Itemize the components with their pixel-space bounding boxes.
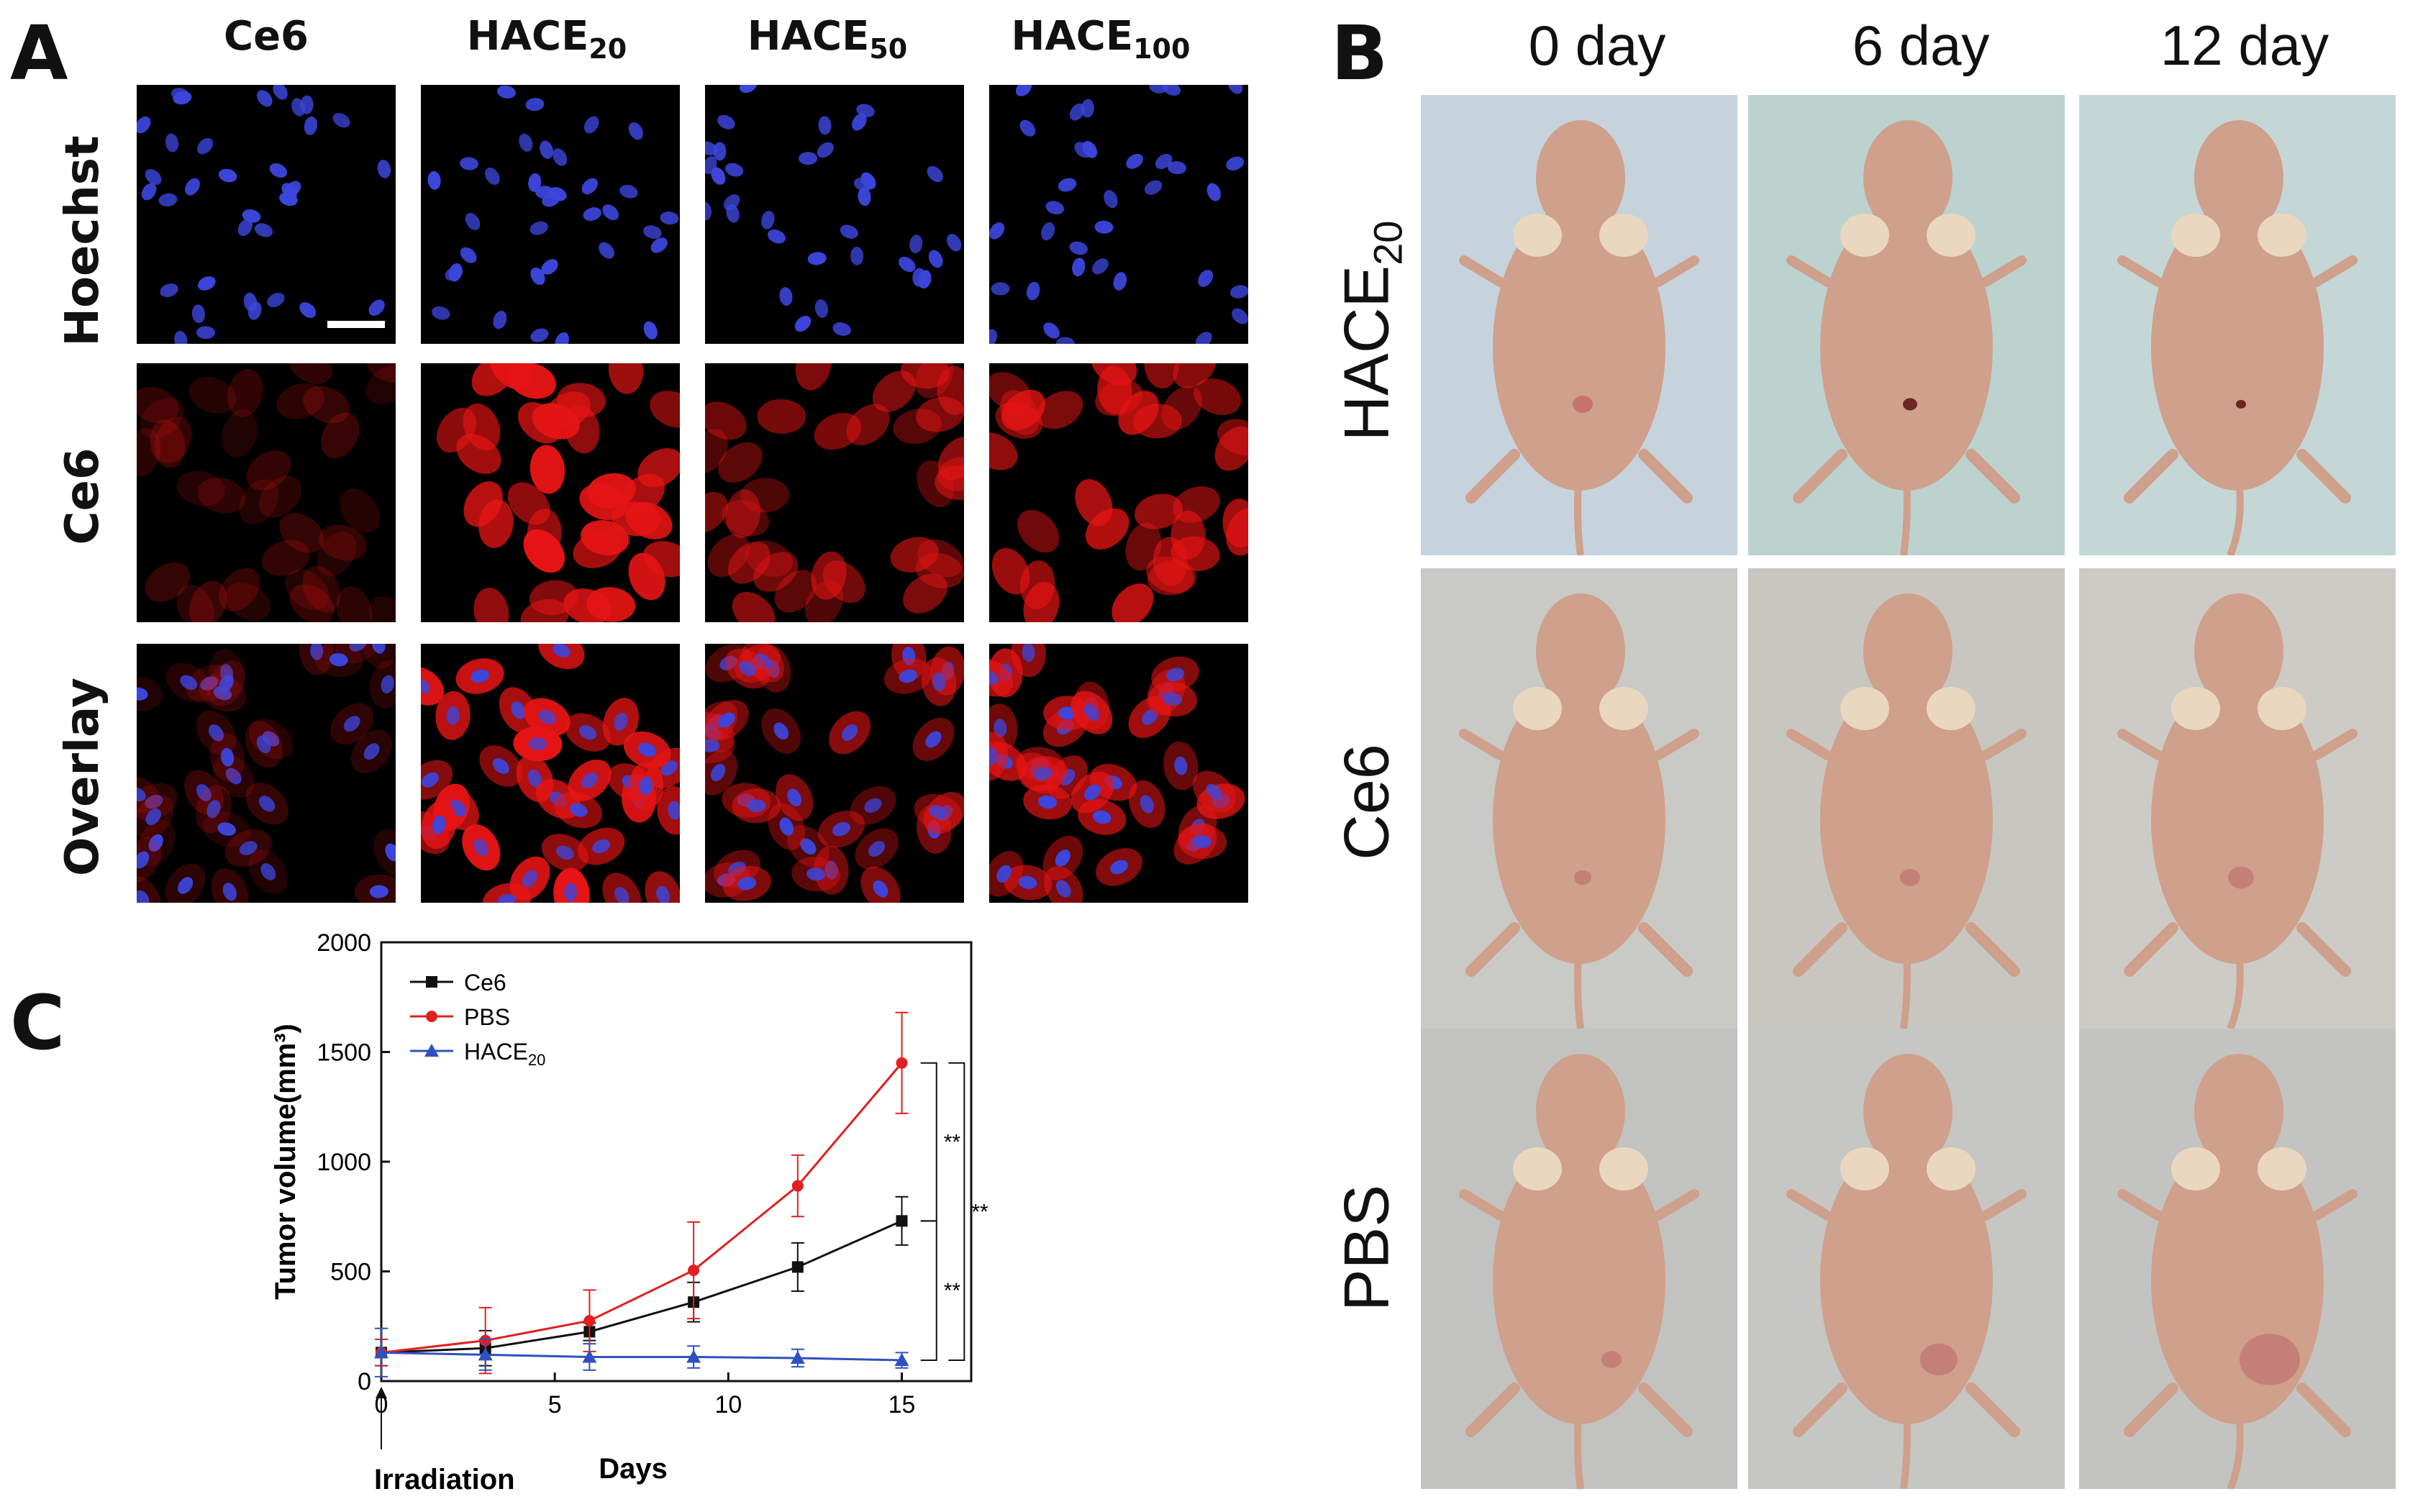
y-axis-label: Tumor volume(mm³) (270, 1024, 301, 1300)
micrograph-hoechst-hace50 (705, 85, 964, 344)
series-line (381, 1062, 903, 1354)
panel-a-column-hace50: HACE50 (747, 13, 908, 65)
mouse-photo-hace20-day0 (1421, 95, 1737, 555)
data-point (374, 1345, 388, 1359)
significance-bracket: ** (920, 1062, 961, 1222)
series-ce6 (375, 1196, 909, 1367)
micrograph-overlay-hace100 (989, 644, 1248, 903)
scale-bar (327, 321, 385, 328)
data-point (894, 1353, 909, 1367)
data-point (688, 1264, 700, 1276)
legend-marker (426, 1011, 437, 1022)
x-tick-label: 15 (888, 1391, 916, 1418)
micrograph-ce6-hace50 (705, 363, 964, 622)
micrograph-overlay-hace50 (705, 644, 964, 903)
legend-marker (426, 976, 437, 988)
y-tick-label: 0 (358, 1368, 371, 1395)
micrograph-ce6-hace20 (421, 363, 680, 622)
panel-label-a: A (10, 9, 68, 97)
micrograph-overlay-hace20 (421, 644, 680, 903)
panel-b-day-12: 12 day (2160, 14, 2329, 77)
x-axis-label: Days (599, 1453, 668, 1485)
significance-label: ** (944, 1279, 961, 1303)
panel-a-column-hace20: HACE20 (466, 13, 627, 65)
legend-marker (424, 1044, 439, 1057)
legend-label: PBS (464, 1004, 510, 1030)
panel-a-row-overlay: Overlay (56, 678, 109, 876)
panel-a-row-ce6: Ce6 (56, 447, 109, 545)
legend-label: HACE20 (464, 1039, 545, 1069)
y-tick-label: 1000 (317, 1149, 371, 1176)
mouse-photo-pbs-day12 (2079, 1029, 2396, 1489)
irradiation-arrow-head (376, 1387, 387, 1398)
significance-bracket: ** (948, 1062, 988, 1362)
data-point (791, 1180, 804, 1192)
data-point (583, 1315, 596, 1327)
panel-a-row-hoechst: Hoechst (56, 135, 109, 347)
panel-label-b: B (1331, 9, 1388, 97)
series-pbs (375, 1011, 909, 1375)
mouse-photo-pbs-day6 (1748, 1029, 2065, 1489)
legend-label: Ce6 (464, 970, 506, 996)
mouse-photo-ce6-day12 (2079, 568, 2396, 1029)
data-point (582, 1349, 597, 1363)
series-hace20 (374, 1327, 909, 1377)
micrograph-hoechst-hace20 (421, 85, 680, 344)
panel-b-day-0: 0 day (1528, 14, 1666, 77)
series-line (381, 1351, 902, 1362)
data-point (790, 1350, 805, 1364)
data-point (896, 1057, 908, 1069)
panel-b-day-6: 6 day (1852, 14, 1990, 77)
micrograph-overlay-ce6 (137, 644, 396, 903)
mouse-photo-hace20-day6 (1748, 95, 2065, 555)
mouse-photo-hace20-day12 (2079, 95, 2396, 555)
significance-label: ** (944, 1131, 961, 1155)
significance-label: ** (971, 1200, 988, 1224)
data-point (896, 1215, 908, 1227)
y-tick-label: 1500 (317, 1039, 371, 1067)
micrograph-ce6-hace100 (989, 363, 1248, 622)
panel-b-row-pbs: PBS (1330, 1184, 1402, 1312)
significance-bracket: ** (920, 1220, 961, 1362)
micrograph-hoechst-hace100 (989, 85, 1248, 344)
mouse-photo-ce6-day0 (1421, 568, 1737, 1029)
mouse-photo-pbs-day0 (1421, 1029, 1737, 1489)
mouse-photo-ce6-day6 (1748, 568, 2065, 1029)
panel-b-row-ce6: Ce6 (1330, 744, 1402, 860)
data-point (791, 1261, 804, 1273)
x-tick-label: 5 (548, 1391, 562, 1418)
data-point (686, 1349, 701, 1363)
x-tick-label: 10 (714, 1391, 742, 1418)
irradiation-label: Irradiation (374, 1464, 515, 1495)
micrograph-ce6-ce6 (137, 363, 396, 622)
y-tick-label: 2000 (317, 929, 371, 957)
panel-b-row-hace20: HACE20 (1330, 220, 1411, 442)
panel-a-column-hace100: HACE100 (1011, 13, 1191, 65)
data-point (478, 1347, 493, 1361)
panel-label-c: C (10, 979, 65, 1067)
series-line (381, 1219, 903, 1354)
micrograph-hoechst-ce6 (137, 85, 396, 344)
y-tick-label: 500 (330, 1259, 371, 1286)
panel-a-column-ce6: Ce6 (223, 13, 309, 60)
